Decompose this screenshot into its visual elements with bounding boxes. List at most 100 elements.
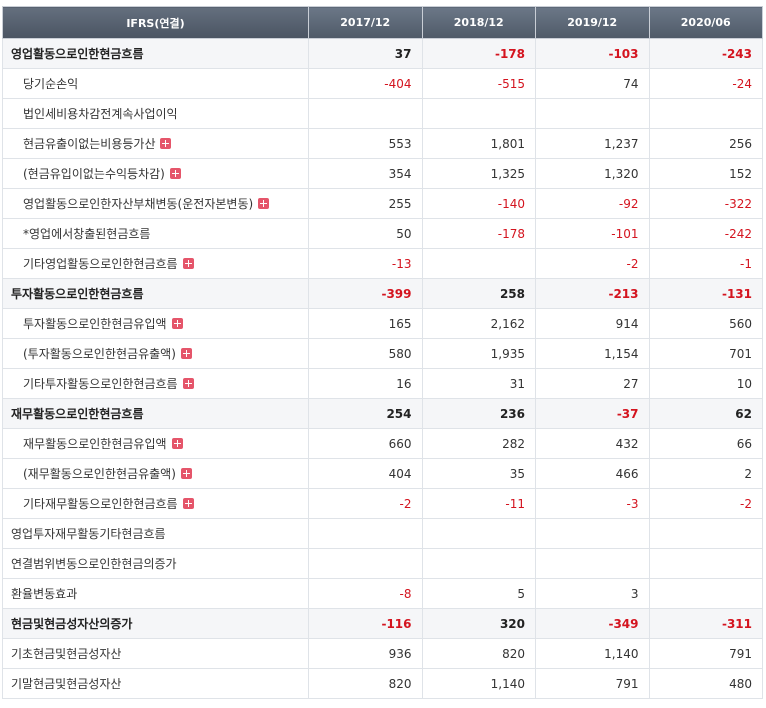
row-label-cell: (투자활동으로인한현금유출액) bbox=[2, 338, 309, 369]
value-cell: 660 bbox=[308, 428, 423, 459]
row-label-cell: 재무활동으로인한현금흐름 bbox=[2, 398, 309, 429]
value-cell: 282 bbox=[421, 428, 536, 459]
row-label: 현금유출이없는비용등가산 bbox=[23, 137, 156, 151]
row-label: (현금유입이없는수익등차감) bbox=[23, 167, 165, 181]
value-cell: -2 bbox=[535, 248, 650, 279]
table-row: 당기순손익 -404 -515 74 -24 bbox=[2, 68, 763, 99]
row-label-cell: 환율변동효과 bbox=[2, 578, 309, 609]
plus-box-icon[interactable] bbox=[171, 438, 183, 449]
row-label: 환율변동효과 bbox=[11, 587, 78, 601]
row-label-cell: 기말현금및현금성자산 bbox=[2, 668, 309, 699]
value-cell: -103 bbox=[535, 38, 650, 69]
value-cell bbox=[308, 98, 423, 129]
value-cell: -399 bbox=[308, 278, 423, 309]
value-cell: -8 bbox=[308, 578, 423, 609]
value-cell: -24 bbox=[648, 68, 763, 99]
header-period: 2017/12 bbox=[308, 6, 423, 39]
value-cell: -178 bbox=[421, 38, 536, 69]
header-period: 2019/12 bbox=[535, 6, 650, 39]
value-cell bbox=[308, 518, 423, 549]
row-label: 투자활동으로인한현금흐름 bbox=[11, 287, 144, 301]
table-row: 재무활동으로인한현금흐름 254 236 -37 62 bbox=[2, 398, 763, 429]
row-label: 영업투자재무활동기타현금흐름 bbox=[11, 527, 166, 541]
value-cell: -322 bbox=[648, 188, 763, 219]
value-cell: -92 bbox=[535, 188, 650, 219]
value-cell: 31 bbox=[421, 368, 536, 399]
table-row: 영업활동으로인한현금흐름 37 -178 -103 -243 bbox=[2, 38, 763, 69]
header-period: 2020/06 bbox=[648, 6, 763, 39]
value-cell: 480 bbox=[648, 668, 763, 699]
row-label-cell: 투자활동으로인한현금흐름 bbox=[2, 278, 309, 309]
value-cell: -140 bbox=[421, 188, 536, 219]
row-label-cell: *영업에서창출된현금흐름 bbox=[2, 218, 309, 249]
plus-box-icon[interactable] bbox=[171, 318, 183, 329]
table-row: (재무활동으로인한현금유출액) 404 35 466 2 bbox=[2, 458, 763, 489]
value-cell: 1,320 bbox=[535, 158, 650, 189]
table-row: 기타영업활동으로인한현금흐름 -13 -2 -1 bbox=[2, 248, 763, 279]
row-label: 영업활동으로인한자산부채변동(운전자본변동) bbox=[23, 197, 254, 211]
value-cell: 1,237 bbox=[535, 128, 650, 159]
value-cell bbox=[648, 548, 763, 579]
row-label: 기말현금및현금성자산 bbox=[11, 677, 122, 691]
value-cell: 1,325 bbox=[421, 158, 536, 189]
row-label: 기타투자활동으로인한현금흐름 bbox=[23, 377, 178, 391]
value-cell: 3 bbox=[535, 578, 650, 609]
value-cell bbox=[421, 248, 536, 279]
row-label-cell: 영업투자재무활동기타현금흐름 bbox=[2, 518, 309, 549]
plus-box-icon[interactable] bbox=[258, 198, 270, 209]
plus-box-icon[interactable] bbox=[169, 168, 181, 179]
value-cell: 701 bbox=[648, 338, 763, 369]
table-row: (투자활동으로인한현금유출액) 580 1,935 1,154 701 bbox=[2, 338, 763, 369]
row-label-cell: 현금유출이없는비용등가산 bbox=[2, 128, 309, 159]
value-cell: 432 bbox=[535, 428, 650, 459]
table-row: 투자활동으로인한현금흐름 -399 258 -213 -131 bbox=[2, 278, 763, 309]
table-row: 재무활동으로인한현금유입액 660 282 432 66 bbox=[2, 428, 763, 459]
table-row: (현금유입이없는수익등차감) 354 1,325 1,320 152 bbox=[2, 158, 763, 189]
table-row: 기초현금및현금성자산 936 820 1,140 791 bbox=[2, 638, 763, 669]
value-cell: -131 bbox=[648, 278, 763, 309]
plus-box-icon[interactable] bbox=[160, 138, 172, 149]
table-row: 기타재무활동으로인한현금흐름 -2 -11 -3 -2 bbox=[2, 488, 763, 519]
value-cell: 66 bbox=[648, 428, 763, 459]
value-cell: 152 bbox=[648, 158, 763, 189]
header-ifrs: IFRS(연결) bbox=[2, 6, 309, 39]
value-cell: 914 bbox=[535, 308, 650, 339]
row-label: (재무활동으로인한현금유출액) bbox=[23, 467, 176, 481]
row-label-cell: 기타영업활동으로인한현금흐름 bbox=[2, 248, 309, 279]
table-row: 법인세비용차감전계속사업이익 bbox=[2, 98, 763, 129]
value-cell: 254 bbox=[308, 398, 423, 429]
plus-box-icon[interactable] bbox=[180, 468, 192, 479]
plus-box-icon[interactable] bbox=[180, 348, 192, 359]
value-cell bbox=[421, 548, 536, 579]
value-cell: 1,801 bbox=[421, 128, 536, 159]
row-label: 기타영업활동으로인한현금흐름 bbox=[23, 257, 178, 271]
value-cell: 74 bbox=[535, 68, 650, 99]
table-row: 영업활동으로인한자산부채변동(운전자본변동) 255 -140 -92 -322 bbox=[2, 188, 763, 219]
plus-box-icon[interactable] bbox=[182, 498, 194, 509]
value-cell bbox=[308, 548, 423, 579]
value-cell bbox=[535, 98, 650, 129]
value-cell: 50 bbox=[308, 218, 423, 249]
row-label-cell: 재무활동으로인한현금유입액 bbox=[2, 428, 309, 459]
value-cell: 580 bbox=[308, 338, 423, 369]
value-cell bbox=[535, 548, 650, 579]
table-row: *영업에서창출된현금흐름 50 -178 -101 -242 bbox=[2, 218, 763, 249]
table-row: 기말현금및현금성자산 820 1,140 791 480 bbox=[2, 668, 763, 699]
value-cell: 35 bbox=[421, 458, 536, 489]
value-cell: 354 bbox=[308, 158, 423, 189]
row-label: 연결범위변동으로인한현금의증가 bbox=[11, 557, 177, 571]
table-row: 연결범위변동으로인한현금의증가 bbox=[2, 548, 763, 579]
row-label: 당기순손익 bbox=[23, 77, 79, 91]
value-cell bbox=[421, 518, 536, 549]
value-cell: -213 bbox=[535, 278, 650, 309]
row-label: 재무활동으로인한현금흐름 bbox=[11, 407, 144, 421]
value-cell: 255 bbox=[308, 188, 423, 219]
value-cell: 404 bbox=[308, 458, 423, 489]
plus-box-icon[interactable] bbox=[182, 258, 194, 269]
row-label-cell: 현금및현금성자산의증가 bbox=[2, 608, 309, 639]
row-label-cell: 투자활동으로인한현금유입액 bbox=[2, 308, 309, 339]
value-cell: -2 bbox=[648, 488, 763, 519]
plus-box-icon[interactable] bbox=[182, 378, 194, 389]
value-cell: 560 bbox=[648, 308, 763, 339]
value-cell: 820 bbox=[308, 668, 423, 699]
